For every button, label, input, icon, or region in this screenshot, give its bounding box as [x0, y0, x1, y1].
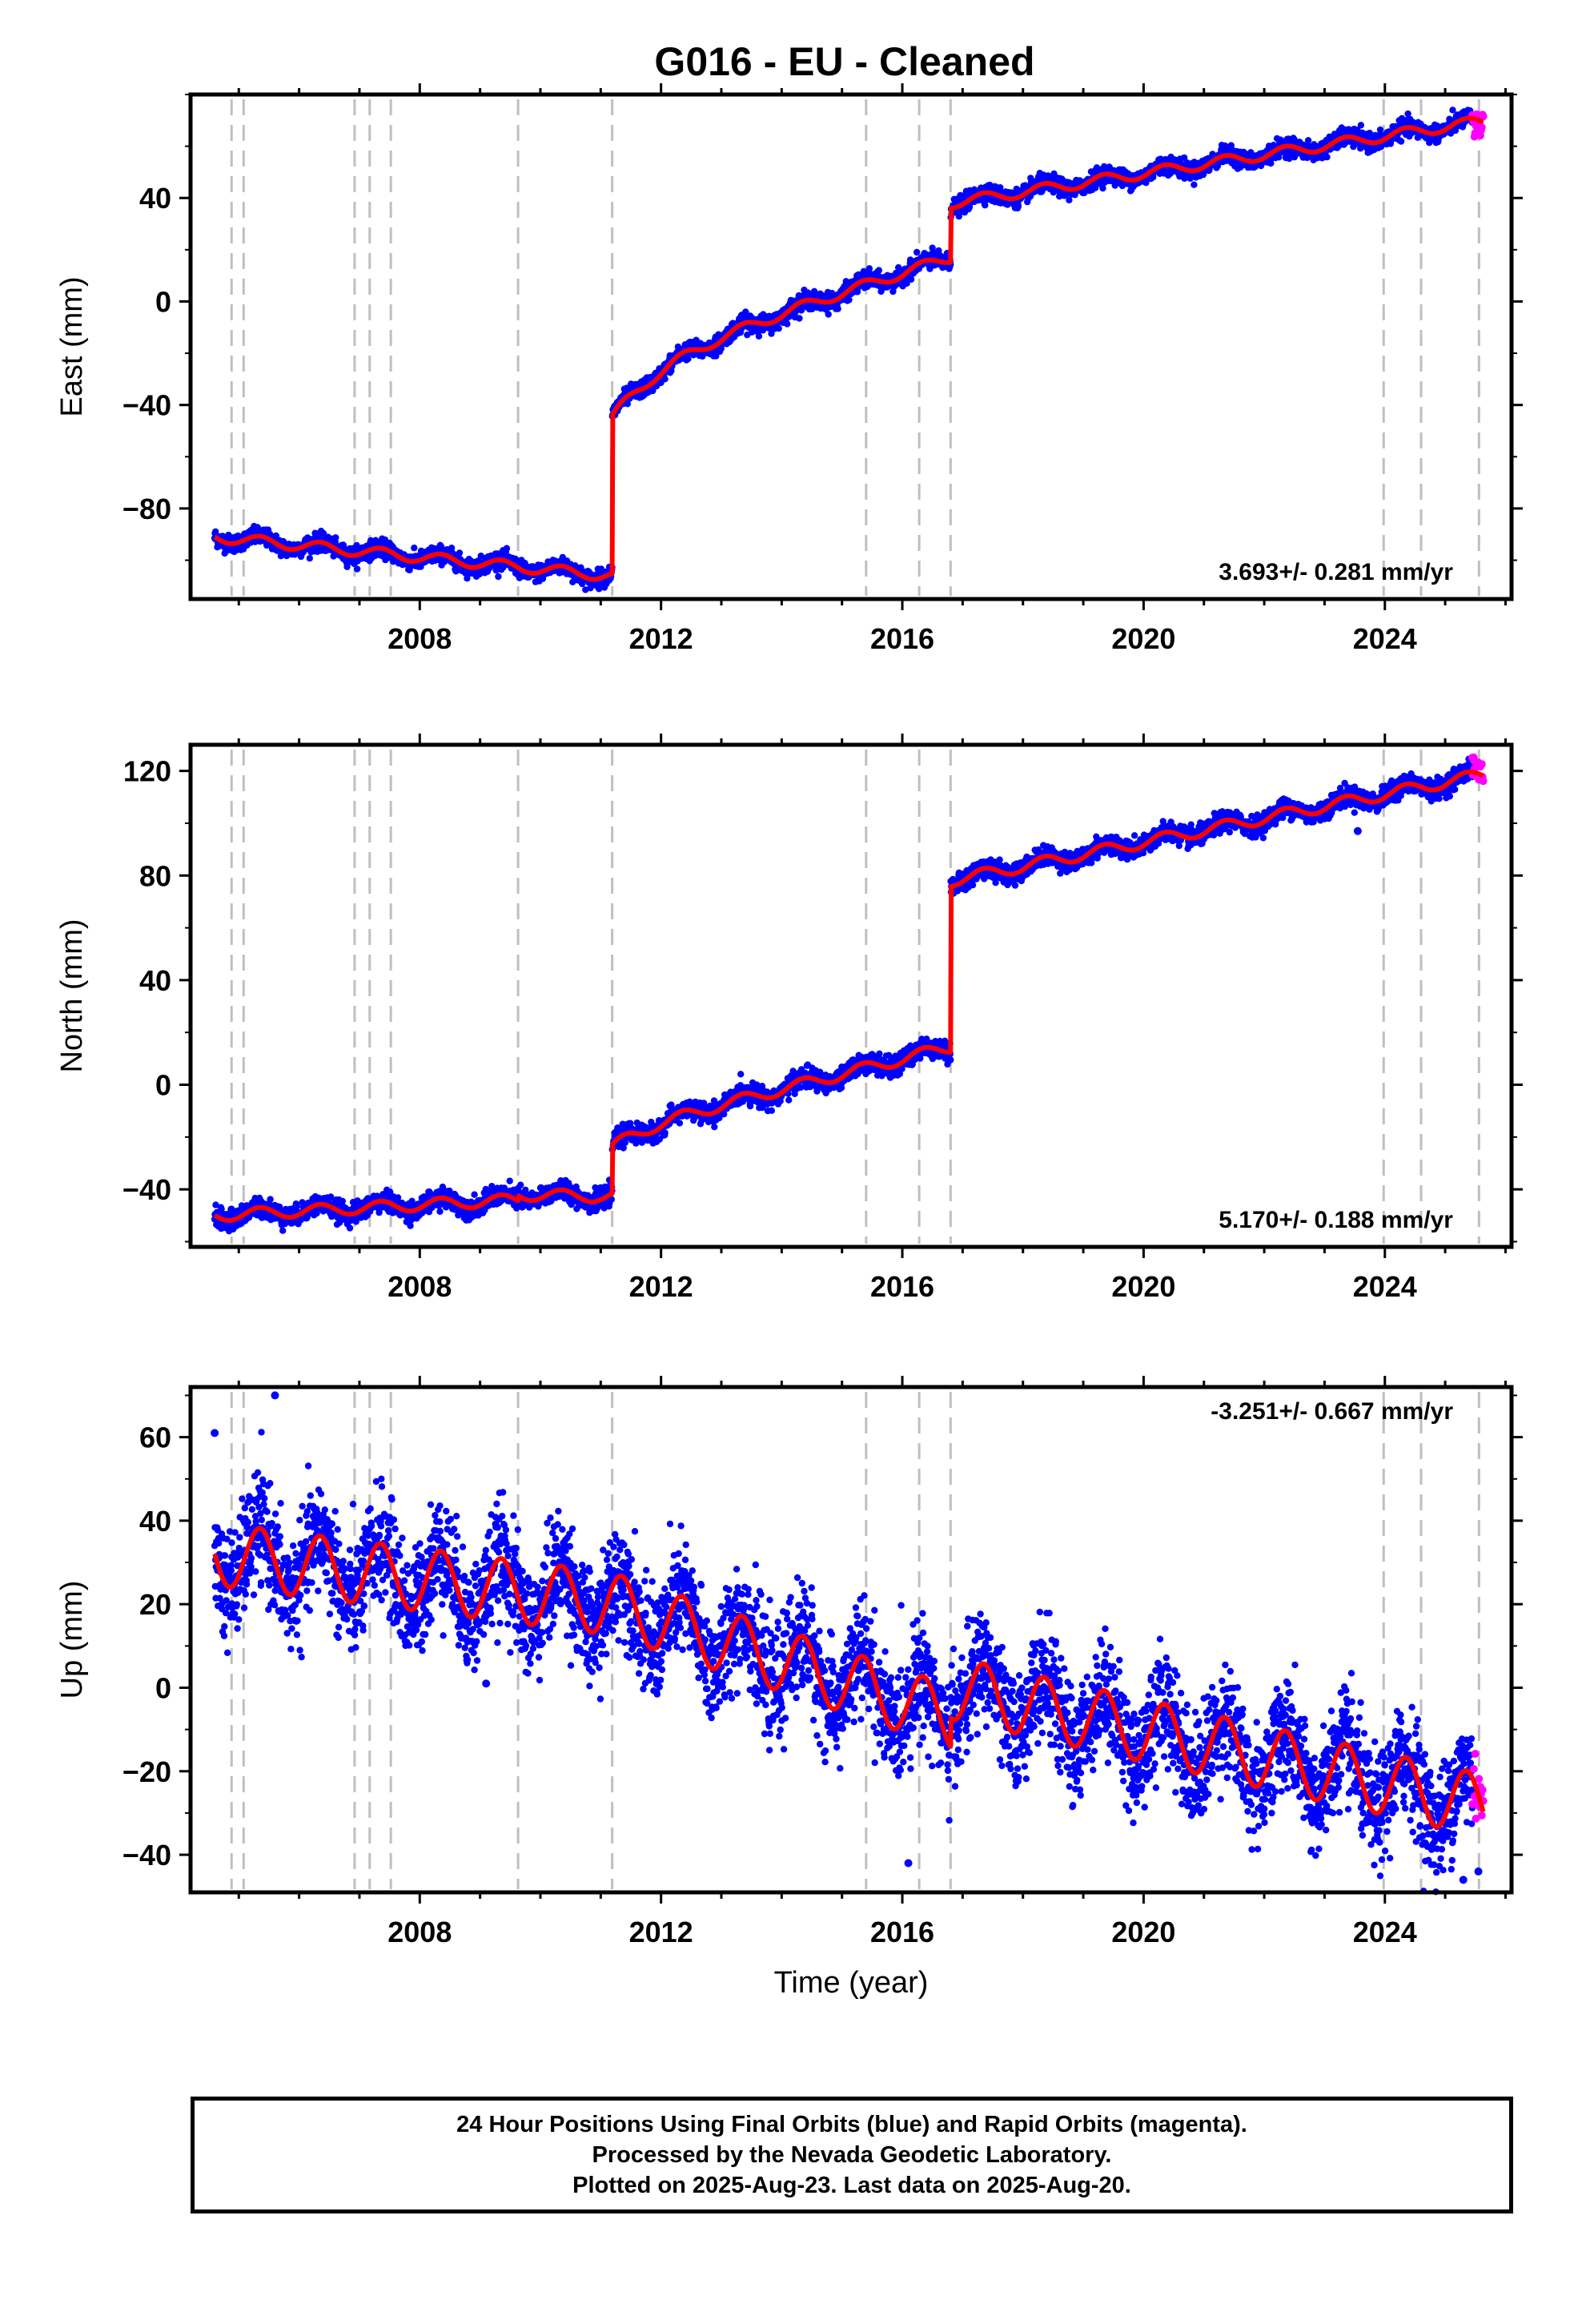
data-point: [332, 534, 339, 541]
data-point: [685, 356, 692, 363]
data-point: [796, 315, 803, 322]
data-point: [267, 1196, 274, 1203]
data-point: [775, 324, 782, 332]
data-point: [503, 545, 511, 552]
y-tick-label: −40: [122, 389, 171, 422]
data-point: [495, 573, 502, 581]
data-point: [411, 545, 418, 552]
x-tick-label: 2012: [629, 622, 693, 655]
y-tick-label: 40: [139, 182, 171, 215]
data-point: [845, 296, 853, 304]
x-tick-label: 2020: [1111, 622, 1175, 655]
data-point: [875, 267, 883, 274]
data-point: [982, 202, 989, 209]
rapid-point: [1477, 123, 1486, 131]
y-tick-label: −80: [122, 493, 171, 525]
data-point: [755, 332, 763, 340]
data-point: [907, 275, 915, 283]
data-point: [1304, 137, 1312, 144]
x-tick-label: 2024: [1353, 622, 1417, 655]
data-point: [1397, 138, 1405, 145]
x-tick-label: 2008: [387, 622, 452, 655]
data-point: [1191, 181, 1198, 188]
y-axis-label: East (mm): [55, 276, 89, 416]
data-point: [353, 565, 361, 573]
final-orbit-points: [211, 755, 1476, 1235]
panel-east: 2008 2012 2016 2020 2024 −80 −40 0 40 East (mm) 3.…: [55, 83, 1523, 655]
rate-label: 3.693+/- 0.281 mm/yr: [1219, 559, 1453, 585]
data-point: [1014, 203, 1022, 210]
data-point: [1267, 159, 1275, 167]
data-point: [306, 555, 313, 562]
y-tick-label: 0: [155, 285, 171, 318]
data-point: [825, 311, 832, 318]
final-orbit-points: [211, 107, 1476, 593]
model-fit-line: [212, 115, 1485, 582]
plot-frame: [188, 92, 1514, 601]
data-point: [784, 320, 791, 328]
data-point: [1357, 122, 1365, 129]
data-point: [661, 376, 669, 383]
data-point: [913, 248, 921, 256]
data-point: [834, 305, 841, 312]
figure-title: G016 - EU - Cleaned: [654, 39, 1034, 84]
x-tick-label: 2016: [870, 622, 934, 655]
data-point: [1323, 153, 1331, 161]
data-point: [456, 549, 464, 557]
data-point: [1099, 184, 1106, 192]
